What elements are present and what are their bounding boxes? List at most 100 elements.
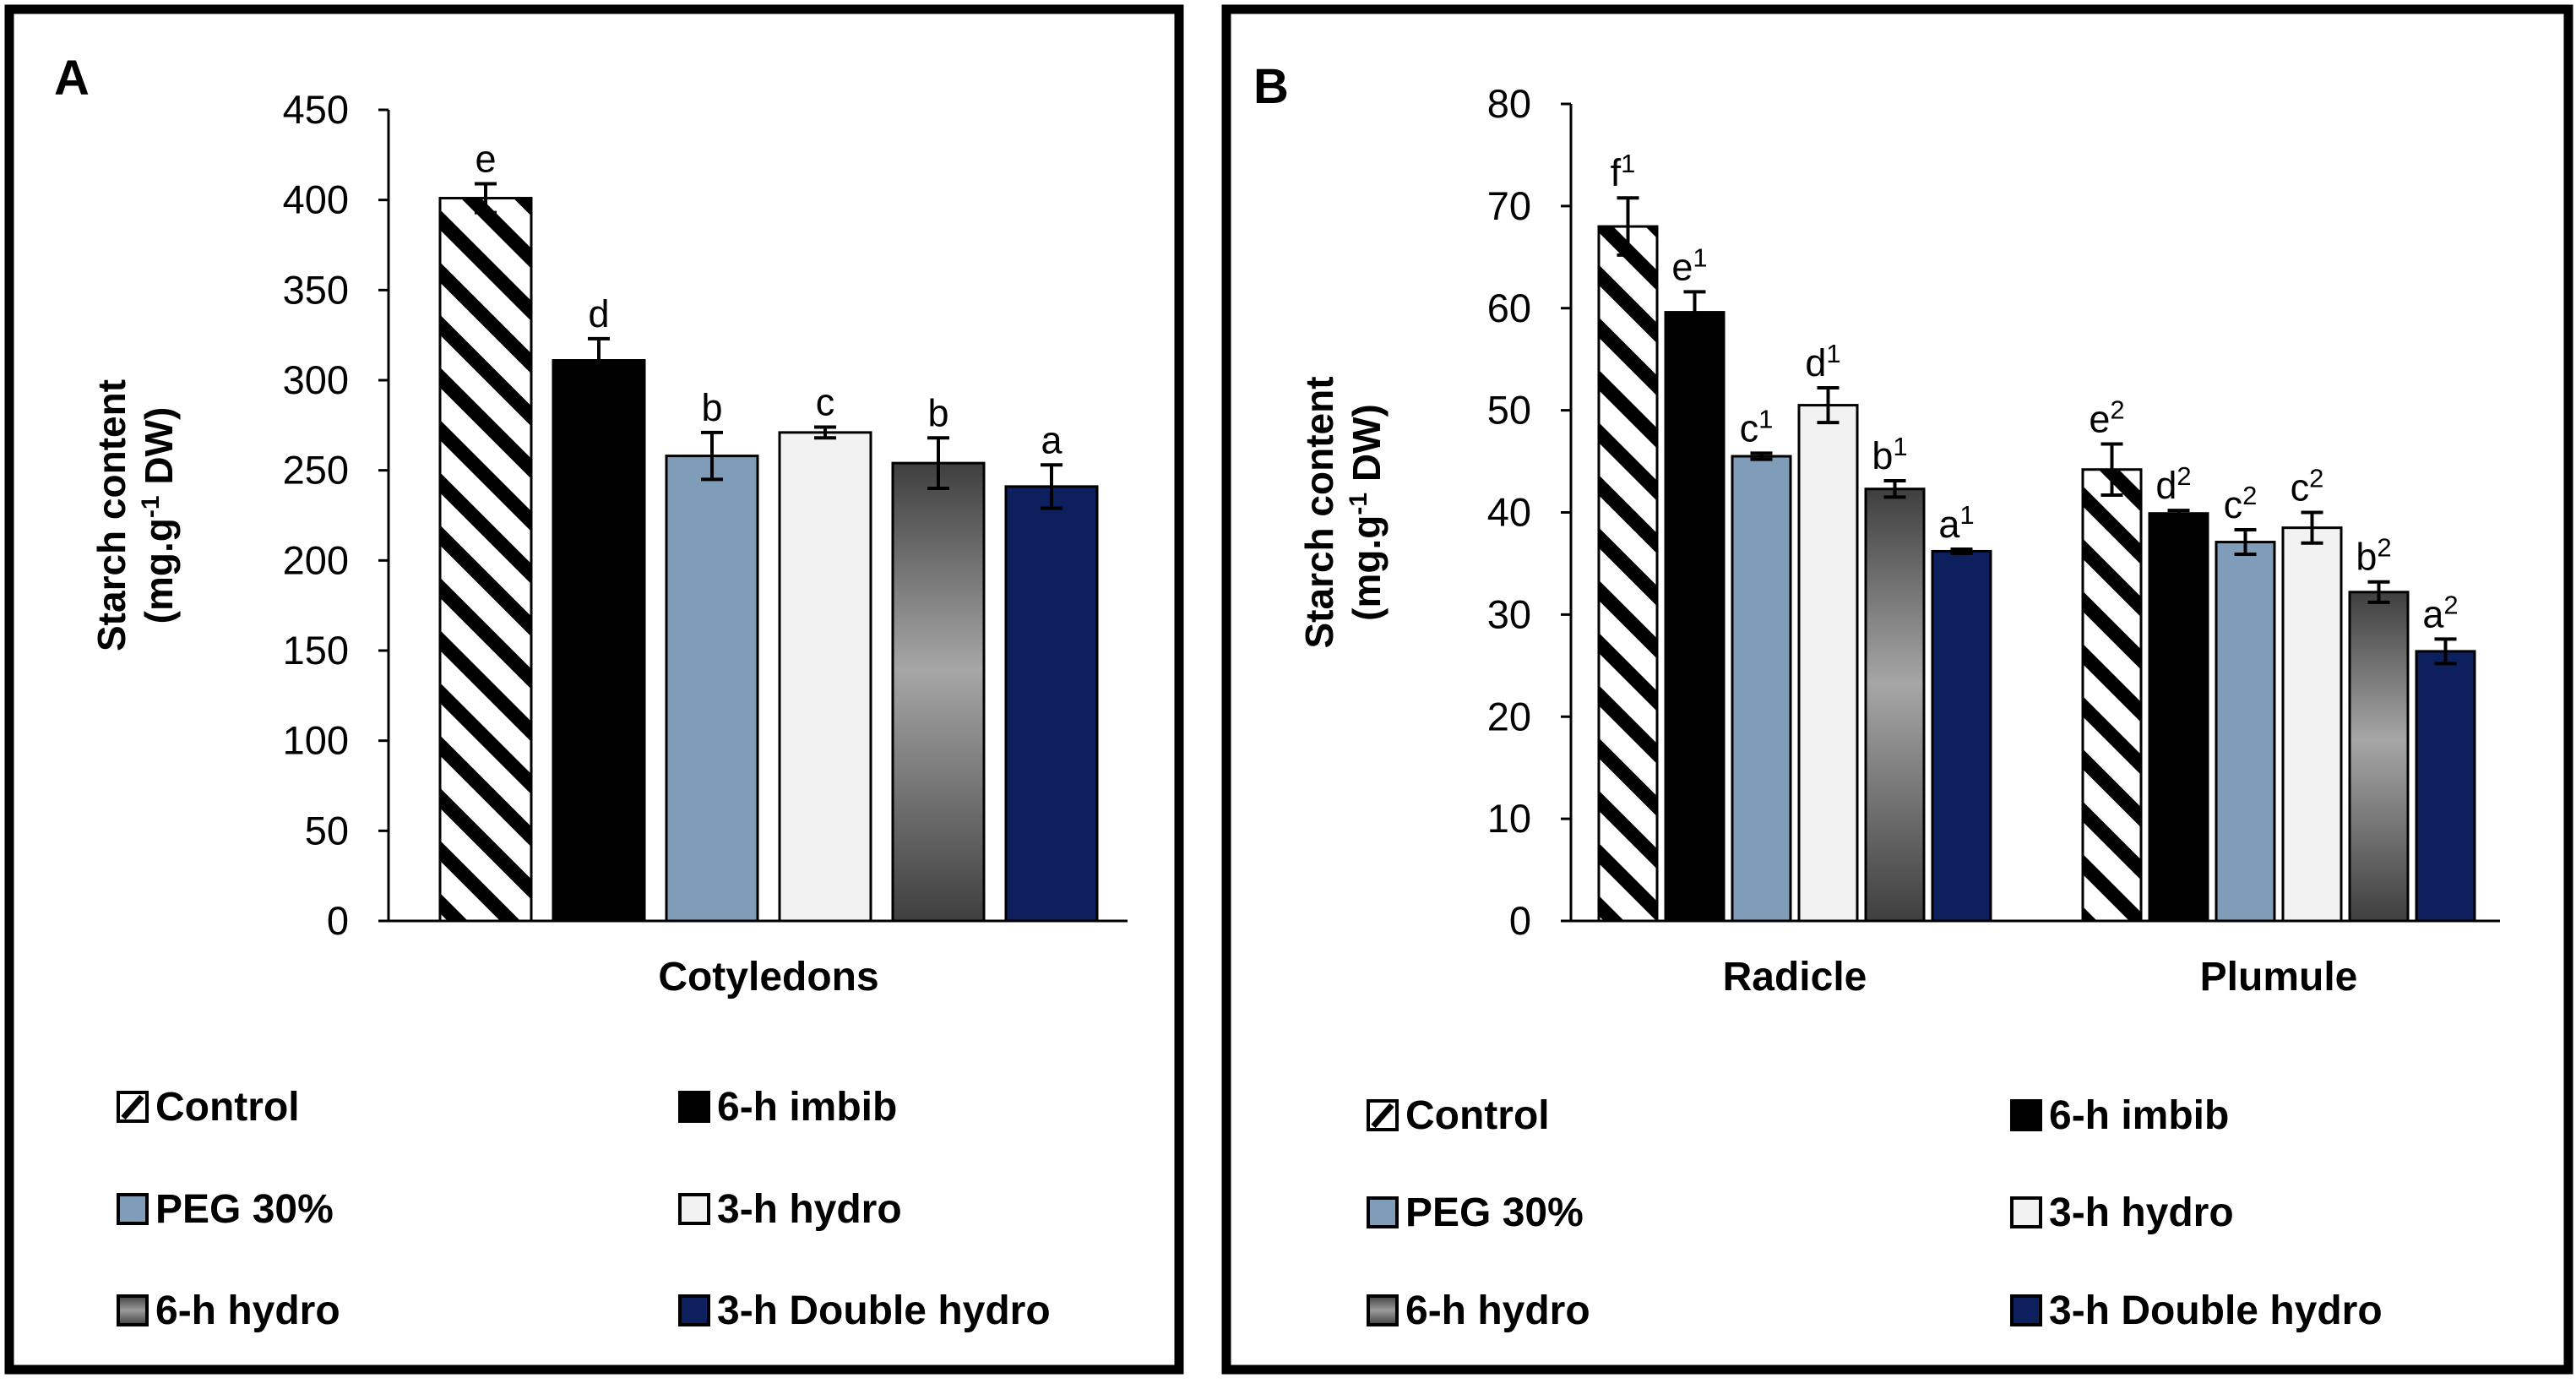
legend-label: 3-h Double hydro: [717, 1288, 1051, 1333]
significance-sup: 1: [1693, 242, 1707, 272]
significance-letter: a2: [2422, 590, 2458, 635]
bar: [1797, 404, 1859, 923]
panel-b-letter: B: [1253, 59, 1289, 114]
bar: [891, 461, 986, 923]
bar: [778, 431, 872, 923]
y-axis-label-line1: Starch content: [90, 379, 133, 651]
y-axis-label-line2: (mg.g: [1345, 515, 1389, 621]
legend-swatch: [678, 1294, 710, 1326]
bar: [2081, 468, 2143, 923]
significance-letter: b: [701, 386, 722, 429]
significance-letter: c1: [1740, 404, 1774, 449]
bar: [665, 455, 759, 923]
y-tick-label: 50: [305, 808, 349, 852]
bar: [1931, 549, 1992, 923]
significance-letter: e: [475, 137, 496, 180]
significance-letter: b: [927, 391, 948, 434]
significance-letter: b1: [1872, 432, 1907, 477]
y-axis-label-line2: (mg.g: [137, 518, 181, 624]
legend-swatch: [2010, 1196, 2042, 1228]
legend-label: 6-h imbib: [2049, 1093, 2229, 1138]
significance-letter: c: [816, 380, 835, 423]
y-axis-label-post: DW): [1345, 404, 1389, 493]
y-tick-label: 10: [1487, 796, 1531, 841]
y-tick-label: 100: [283, 718, 349, 763]
y-tick-label: 450: [283, 87, 349, 132]
y-axis-label-sup: -1: [137, 495, 165, 518]
y-tick-label: 40: [1487, 490, 1531, 535]
y-tick-label: 150: [283, 628, 349, 673]
legend-swatch: [678, 1091, 710, 1123]
panel-a-legend: Control 6-h imbib PEG 30% 3-h hydro 6-h hydr…: [117, 1085, 1051, 1333]
legend-swatch: [117, 1193, 149, 1225]
panel-a: A 0 50 100 150 200 250 300 350 400 450 Starch cont…: [4, 4, 1184, 1375]
y-tick-label: 30: [1487, 591, 1531, 636]
legend-label: Control: [155, 1085, 300, 1130]
legend-label: 3-h Double hydro: [2049, 1288, 2383, 1333]
legend-swatch-hatch: [121, 1094, 144, 1120]
bar: [2281, 526, 2343, 923]
y-tick-label: 0: [327, 898, 349, 943]
y-axis-label: Starch content(mg.g-1 DW): [1297, 376, 1389, 648]
bar: [1664, 311, 1725, 923]
category-label: Cotyledons: [658, 955, 878, 1000]
bar: [2215, 541, 2276, 923]
significance-sup: 1: [1826, 339, 1840, 368]
legend-label: 6-h imbib: [717, 1085, 897, 1130]
y-tick-label: 250: [283, 448, 349, 493]
y-tick-label: 300: [283, 357, 349, 402]
y-axis-label-sup: -1: [1345, 493, 1372, 515]
significance-sup: 1: [1621, 149, 1635, 178]
legend-swatch: [1367, 1294, 1399, 1326]
y-tick-label: 70: [1487, 183, 1531, 228]
legend-swatch-hatch: [1371, 1103, 1394, 1129]
bar: [2148, 512, 2209, 923]
y-axis-label-line1: Starch content: [1297, 376, 1341, 648]
legend-swatch: [2010, 1294, 2042, 1326]
category-label: Radicle: [1723, 955, 1867, 1000]
panel-b: B 0 10 20 30 40 50 60 70 80 Starch content(mg.g-1…: [1221, 4, 2573, 1375]
significance-sup: 1: [1959, 500, 1974, 530]
y-tick-label: 50: [1487, 388, 1531, 433]
y-tick-label: 0: [1509, 898, 1531, 943]
legend-label: PEG 30%: [1405, 1190, 1584, 1235]
significance-sup: 2: [2242, 481, 2257, 510]
bar: [552, 359, 646, 923]
panel-b-legend: Control 6-h imbib PEG 30% 3-h hydro 6-h hydr…: [1367, 1093, 2383, 1333]
bar: [1864, 488, 1926, 923]
significance-sup: 2: [2110, 395, 2124, 425]
significance-letter: e2: [2089, 395, 2124, 441]
y-tick-label: 20: [1487, 694, 1531, 738]
significance-sup: 1: [1758, 404, 1773, 433]
panel-a-letter: A: [54, 51, 90, 106]
y-axis-label: Starch content(mg.g-1 DW): [90, 379, 181, 651]
significance-sup: 2: [2377, 533, 2391, 563]
bar: [1004, 485, 1099, 923]
significance-letter: d: [588, 292, 609, 335]
y-tick-label: 400: [283, 177, 349, 222]
category-label: Plumule: [2200, 955, 2358, 1000]
bar: [2348, 591, 2410, 923]
bar: [2415, 650, 2476, 923]
y-tick-label: 200: [283, 537, 349, 582]
legend-swatch: [117, 1294, 149, 1326]
significance-sup: 2: [2177, 461, 2191, 491]
legend-label: Control: [1405, 1093, 1550, 1138]
bar: [1731, 455, 1792, 923]
bar: [1597, 225, 1659, 923]
legend-swatch: [678, 1193, 710, 1225]
significance-sup: 1: [1893, 432, 1907, 461]
panel-b-axes: 0 10 20 30 40 50 60 70 80 Starch content(mg.g-1 D…: [1297, 81, 2500, 1000]
legend-label: 3-h hydro: [2049, 1190, 2234, 1235]
legend-label: 6-h hydro: [1405, 1288, 1590, 1333]
significance-sup: 2: [2443, 590, 2458, 619]
significance-letter: a: [1041, 418, 1062, 461]
y-tick-label: 80: [1487, 81, 1531, 126]
y-tick-label: 60: [1487, 286, 1531, 330]
panel-a-axes: 0 50 100 150 200 250 300 350 400 450 Starch conten…: [90, 87, 1128, 1000]
legend-swatch: [2010, 1099, 2042, 1131]
legend-swatch: [1367, 1196, 1399, 1228]
bar: [438, 197, 533, 923]
significance-sup: 2: [2309, 464, 2323, 493]
